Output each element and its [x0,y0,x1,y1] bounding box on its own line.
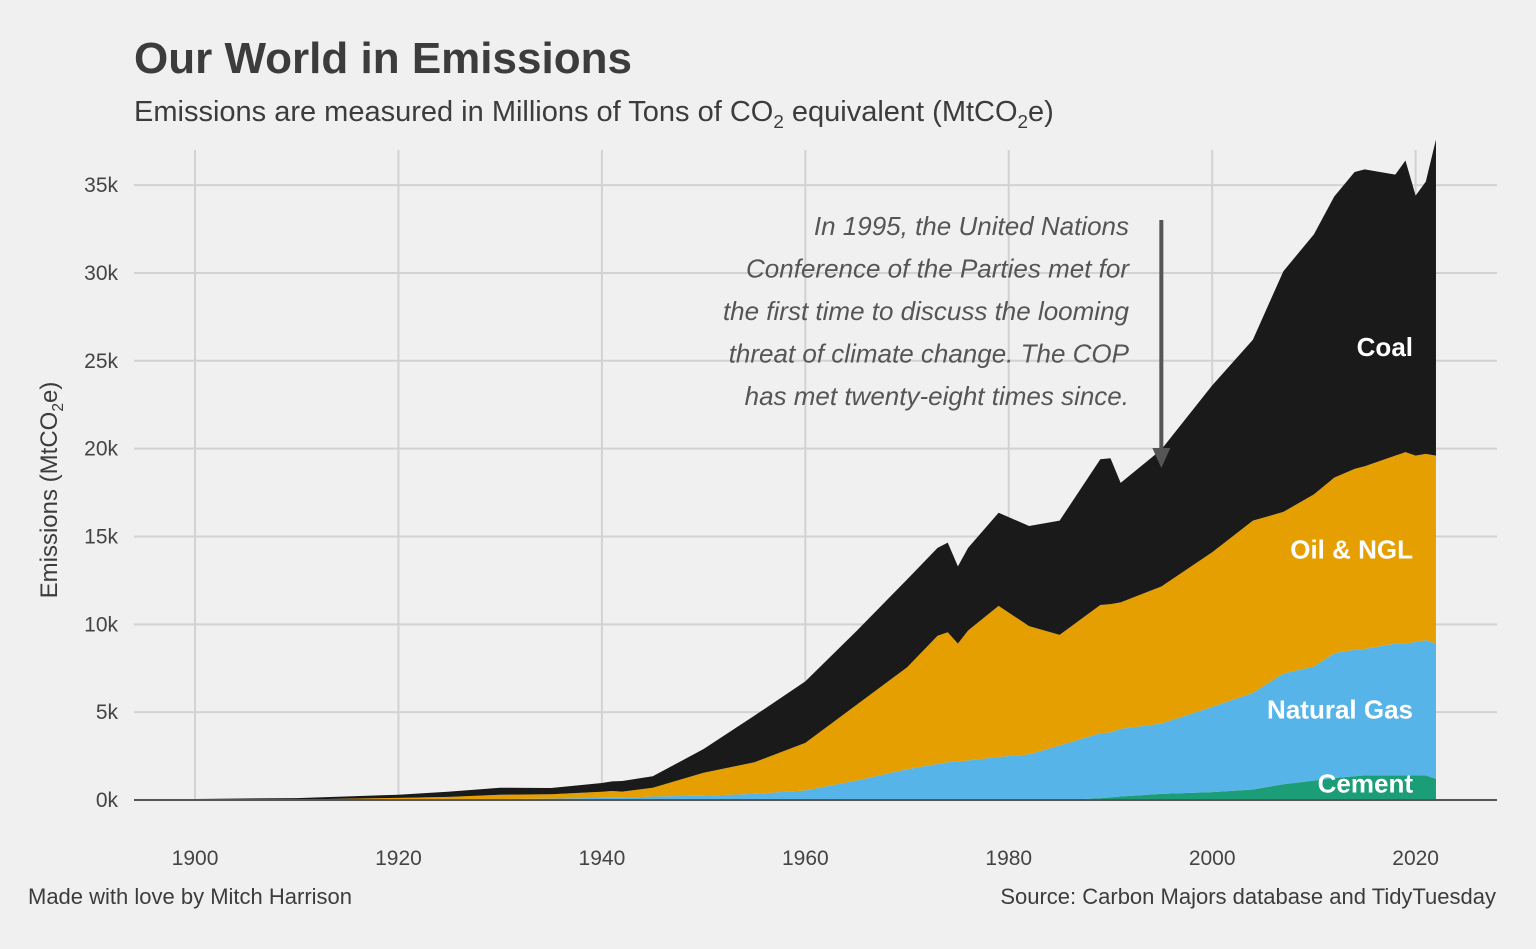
area-labels: Cement Natural Gas Oil & NGL Coal [1267,332,1413,799]
annotation-line: the first time to discuss the looming [723,296,1130,326]
y-tick-label: 25k [84,350,118,373]
subtitle-text-3: e) [1028,96,1054,128]
y-axis-title: Emissions (MtCO2e) [36,382,68,599]
x-tick-label: 2020 [1392,847,1439,870]
chart-title: Our World in Emissions [134,34,632,83]
y-tick-label: 15k [84,525,118,548]
label-cement: Cement [1318,768,1414,798]
y-tick-label: 5k [96,701,119,724]
y-title-subscript: 2 [49,402,67,412]
x-tick-label: 1980 [985,847,1032,870]
y-tick-label: 20k [84,438,118,461]
label-oil-ngl: Oil & NGL [1290,535,1413,565]
area-cement [195,775,1436,800]
x-tick-label: 1900 [172,847,219,870]
subtitle-subscript-2: 2 [1017,110,1029,132]
annotation-arrow-head [1152,448,1171,468]
chart-subtitle: Emissions are measured in Millions of To… [134,96,1054,133]
annotation-line: Conference of the Parties met for [746,254,1130,284]
source-caption: Source: Carbon Majors database and TidyT… [1000,884,1496,909]
x-tick-label: 1920 [375,847,422,870]
label-natural-gas: Natural Gas [1267,695,1413,725]
cop-annotation: In 1995, the United Nations Conference of… [723,211,1171,468]
subtitle-subscript-1: 2 [773,110,784,132]
annotation-line: has met twenty-eight times since. [745,381,1129,411]
area-oil-ngl [195,452,1436,800]
annotation-line: In 1995, the United Nations [814,211,1129,241]
x-tick-label: 2000 [1189,847,1236,870]
credit-caption: Made with love by Mitch Harrison [28,884,353,909]
y-title-text-1: Emissions (MtCO [36,411,64,599]
y-tick-label: 0k [96,789,119,812]
y-tick-label: 10k [84,613,118,636]
stacked-areas [195,139,1436,800]
x-tick-label: 1940 [579,847,626,870]
y-tick-label: 35k [84,174,118,197]
y-title-text-2: e) [36,381,64,403]
annotation-line: threat of climate change. The COP [729,339,1130,369]
subtitle-text-2: equivalent (MtCO [783,96,1018,128]
area-coal [195,139,1436,800]
x-tick-label: 1960 [782,847,829,870]
y-tick-label: 30k [84,262,118,285]
area-natural-gas [195,640,1436,800]
subtitle-text-1: Emissions are measured in Millions of To… [134,96,774,128]
label-coal: Coal [1357,332,1413,362]
axes: 1900 1920 1940 1960 1980 2000 2020 0k 5k 10k 15k 20… [84,174,1497,870]
